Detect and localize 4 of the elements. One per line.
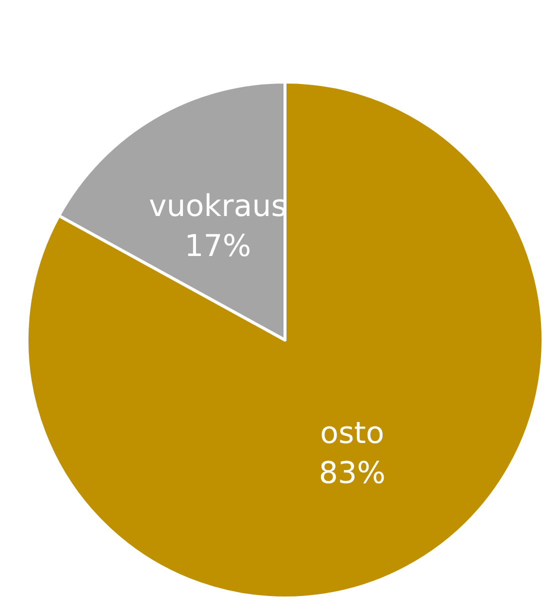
- data-label: 17%: [184, 228, 252, 264]
- slice-label: vuokraus: [148, 188, 287, 224]
- slice-label: osto: [320, 416, 384, 452]
- data-label: 83%: [318, 456, 386, 492]
